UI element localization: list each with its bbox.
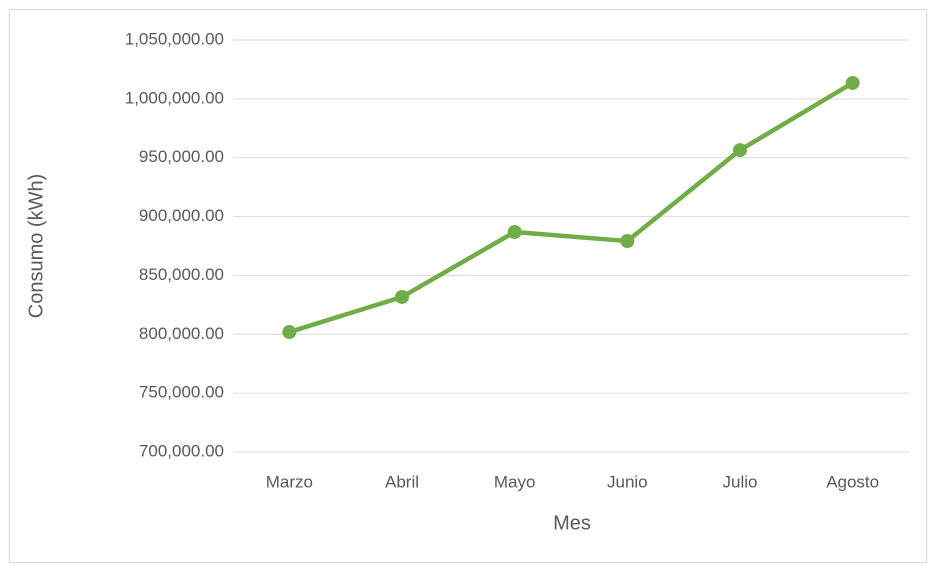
data-point: [733, 143, 747, 158]
x-tick-label: Julio: [723, 472, 758, 491]
data-point: [620, 234, 635, 249]
y-tick-label: 800,000.00: [139, 324, 224, 343]
x-tick-label: Junio: [607, 472, 648, 491]
y-tick-label: 950,000.00: [139, 147, 224, 166]
data-point: [845, 75, 860, 90]
data-point: [282, 325, 297, 340]
x-tick-label: Abril: [385, 472, 419, 491]
y-tick-label: 850,000.00: [139, 265, 224, 284]
x-tick-label: Mayo: [494, 472, 536, 491]
y-tick-label: 1,050,000.00: [125, 29, 224, 48]
data-point: [507, 224, 522, 239]
y-tick-label: 750,000.00: [139, 383, 224, 402]
y-tick-label: 1,000,000.00: [125, 88, 224, 107]
y-axis-title: Consumo (kWh): [25, 174, 47, 318]
data-point: [395, 289, 409, 304]
line-series: [288, 81, 854, 335]
y-tick-label: 900,000.00: [139, 206, 224, 225]
y-tick-label: 700,000.00: [139, 441, 224, 460]
x-tick-label: Marzo: [266, 472, 313, 491]
chart-frame: [9, 9, 927, 563]
x-tick-label: Agosto: [826, 472, 879, 491]
x-axis-title: Mes: [553, 512, 591, 534]
